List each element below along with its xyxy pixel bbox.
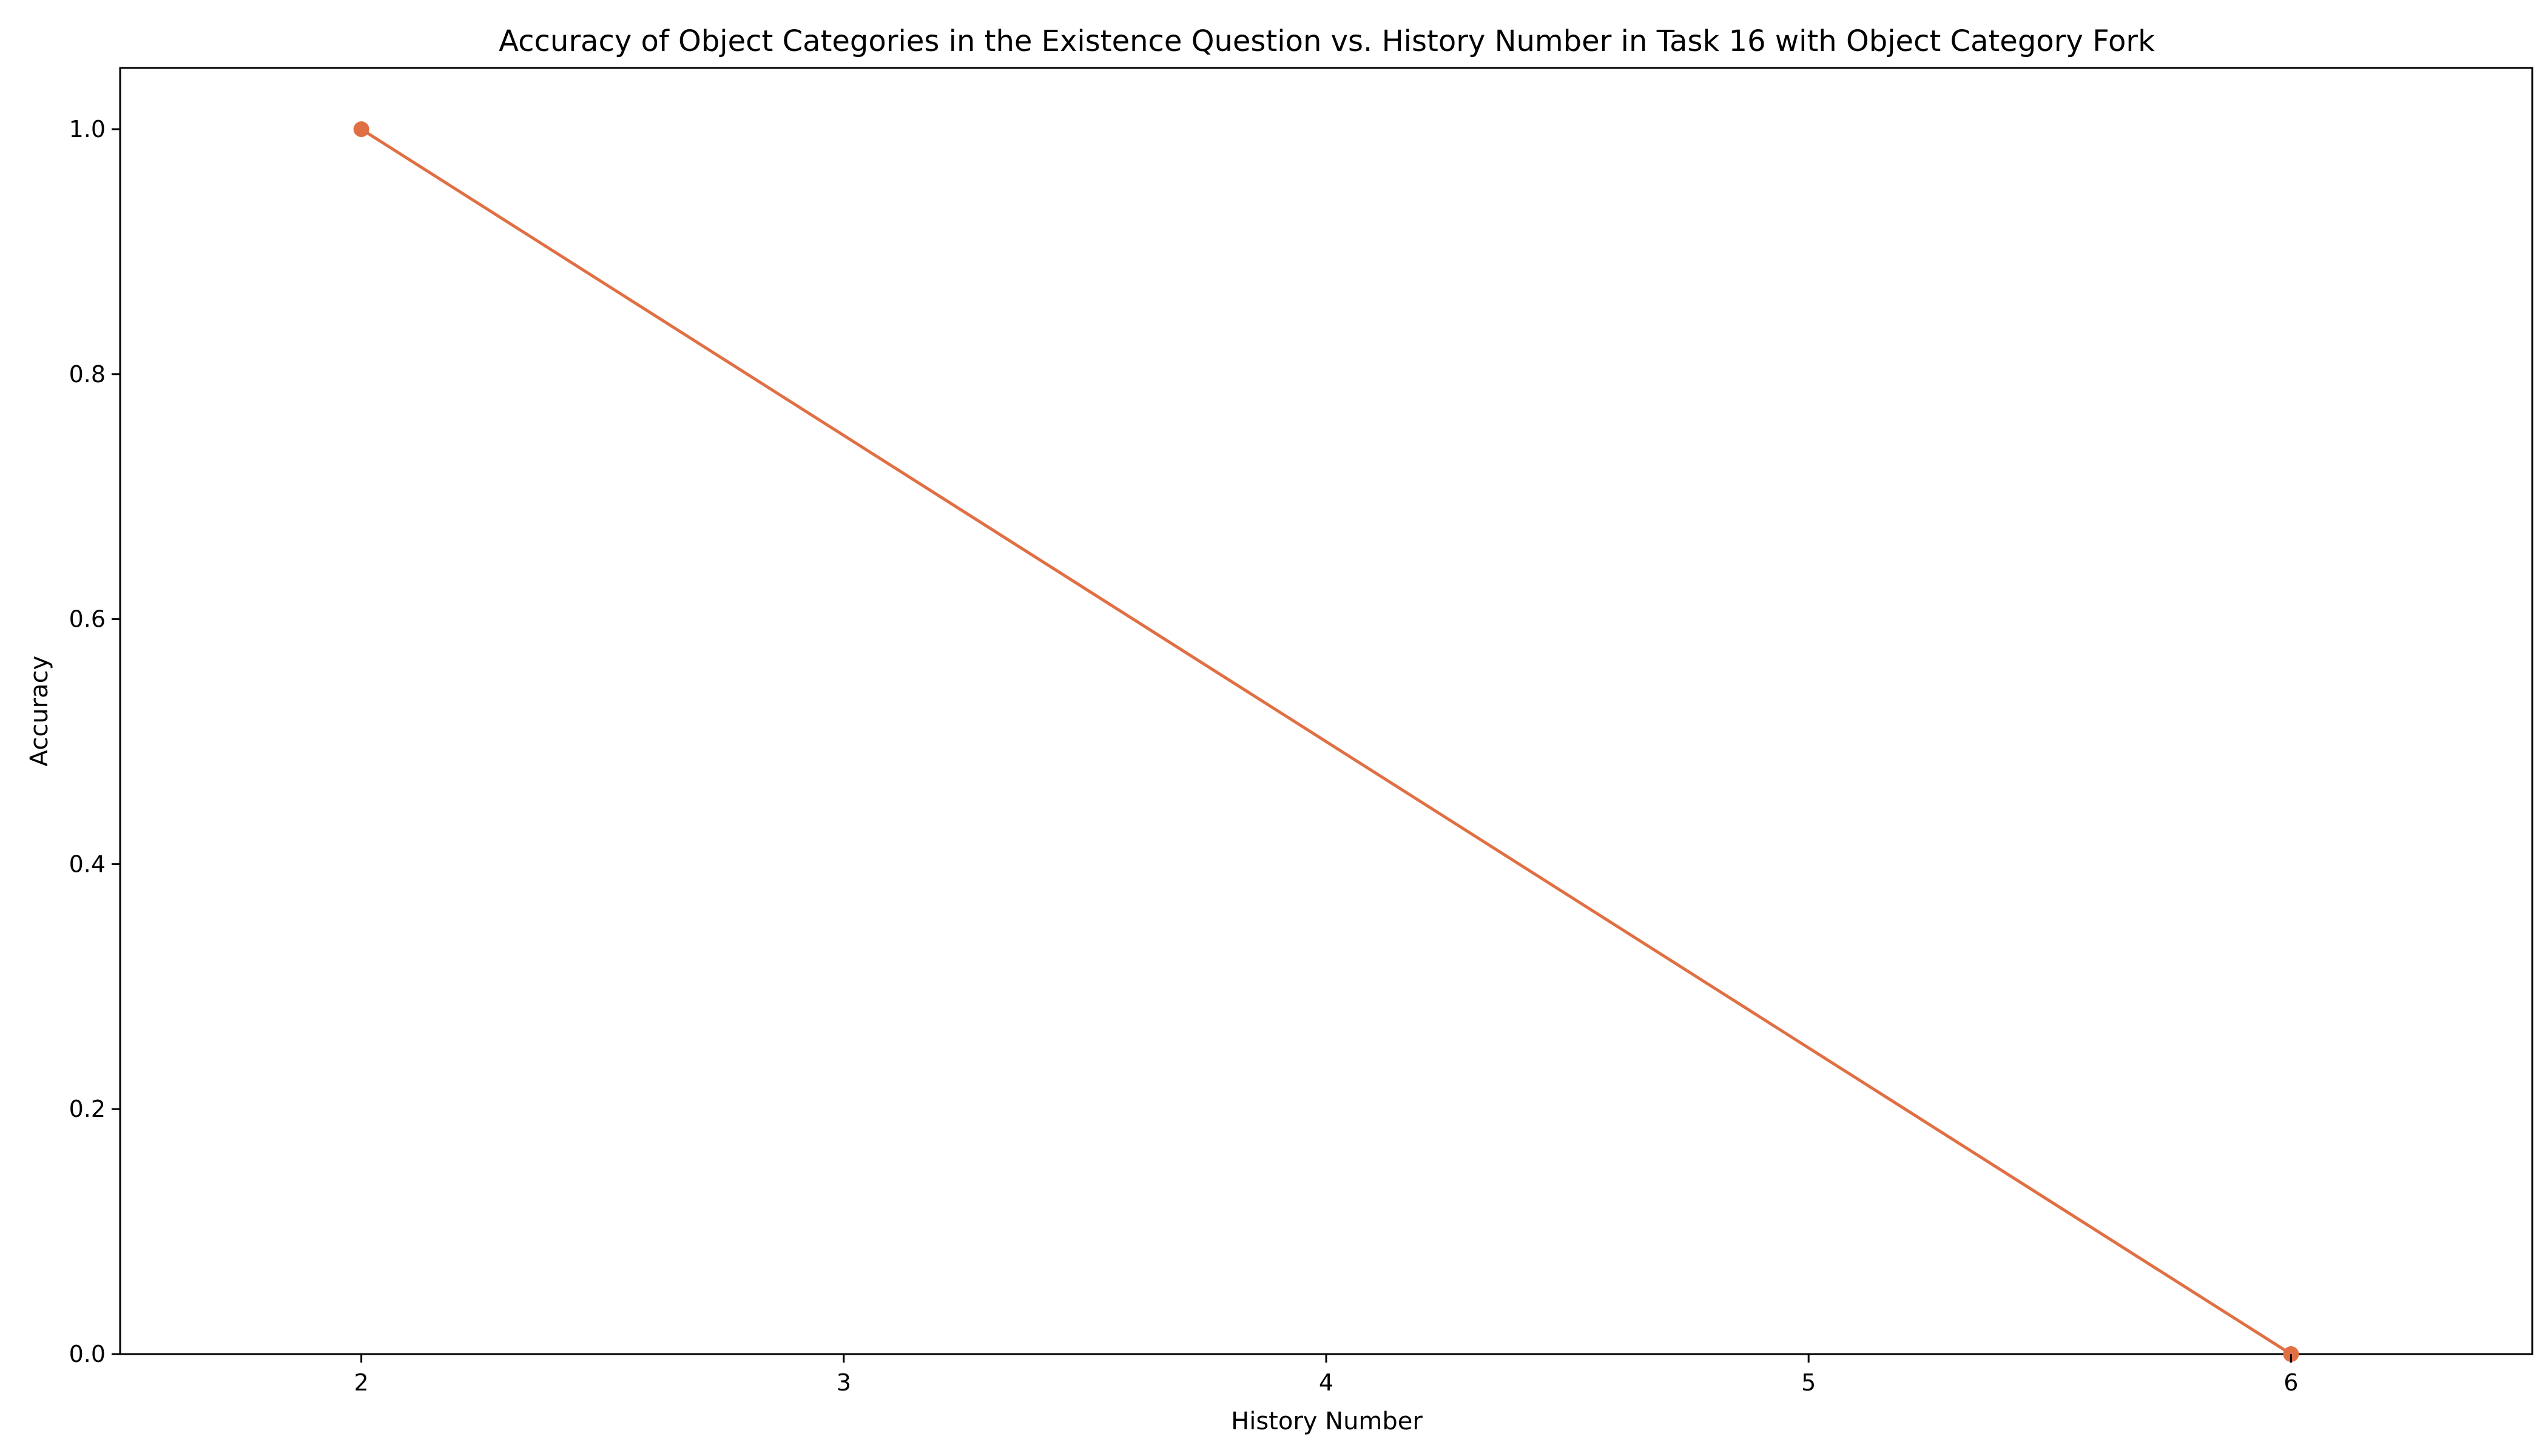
chart-title: Accuracy of Object Categories in the Exi… <box>499 24 2155 58</box>
x-tick-label: 5 <box>1801 1369 1816 1396</box>
y-tick-label: 0.8 <box>69 361 106 388</box>
y-tick-label: 0.2 <box>69 1096 106 1122</box>
x-tick-label: 4 <box>1319 1369 1333 1396</box>
series-layer <box>353 121 2299 1362</box>
series-line <box>360 127 2292 1356</box>
plot-area <box>119 67 2533 1362</box>
x-tick-label: 6 <box>2283 1369 2298 1396</box>
x-axis: 2 3 4 5 6 <box>354 1354 2298 1396</box>
y-axis-label: Accuracy <box>25 656 53 767</box>
x-tick-label: 2 <box>354 1369 369 1396</box>
y-tick-label: 0.0 <box>69 1341 106 1367</box>
x-axis-label: History Number <box>1231 1407 1423 1435</box>
x-tick-label: 3 <box>837 1369 851 1396</box>
y-tick-label: 1.0 <box>69 116 106 143</box>
y-tick-label: 0.4 <box>69 851 106 877</box>
y-tick-label: 0.6 <box>69 606 106 633</box>
y-axis: 0.0 0.2 0.4 0.6 0.8 1.0 <box>69 116 120 1367</box>
plot-frame <box>119 67 2533 1355</box>
data-point <box>353 121 369 137</box>
